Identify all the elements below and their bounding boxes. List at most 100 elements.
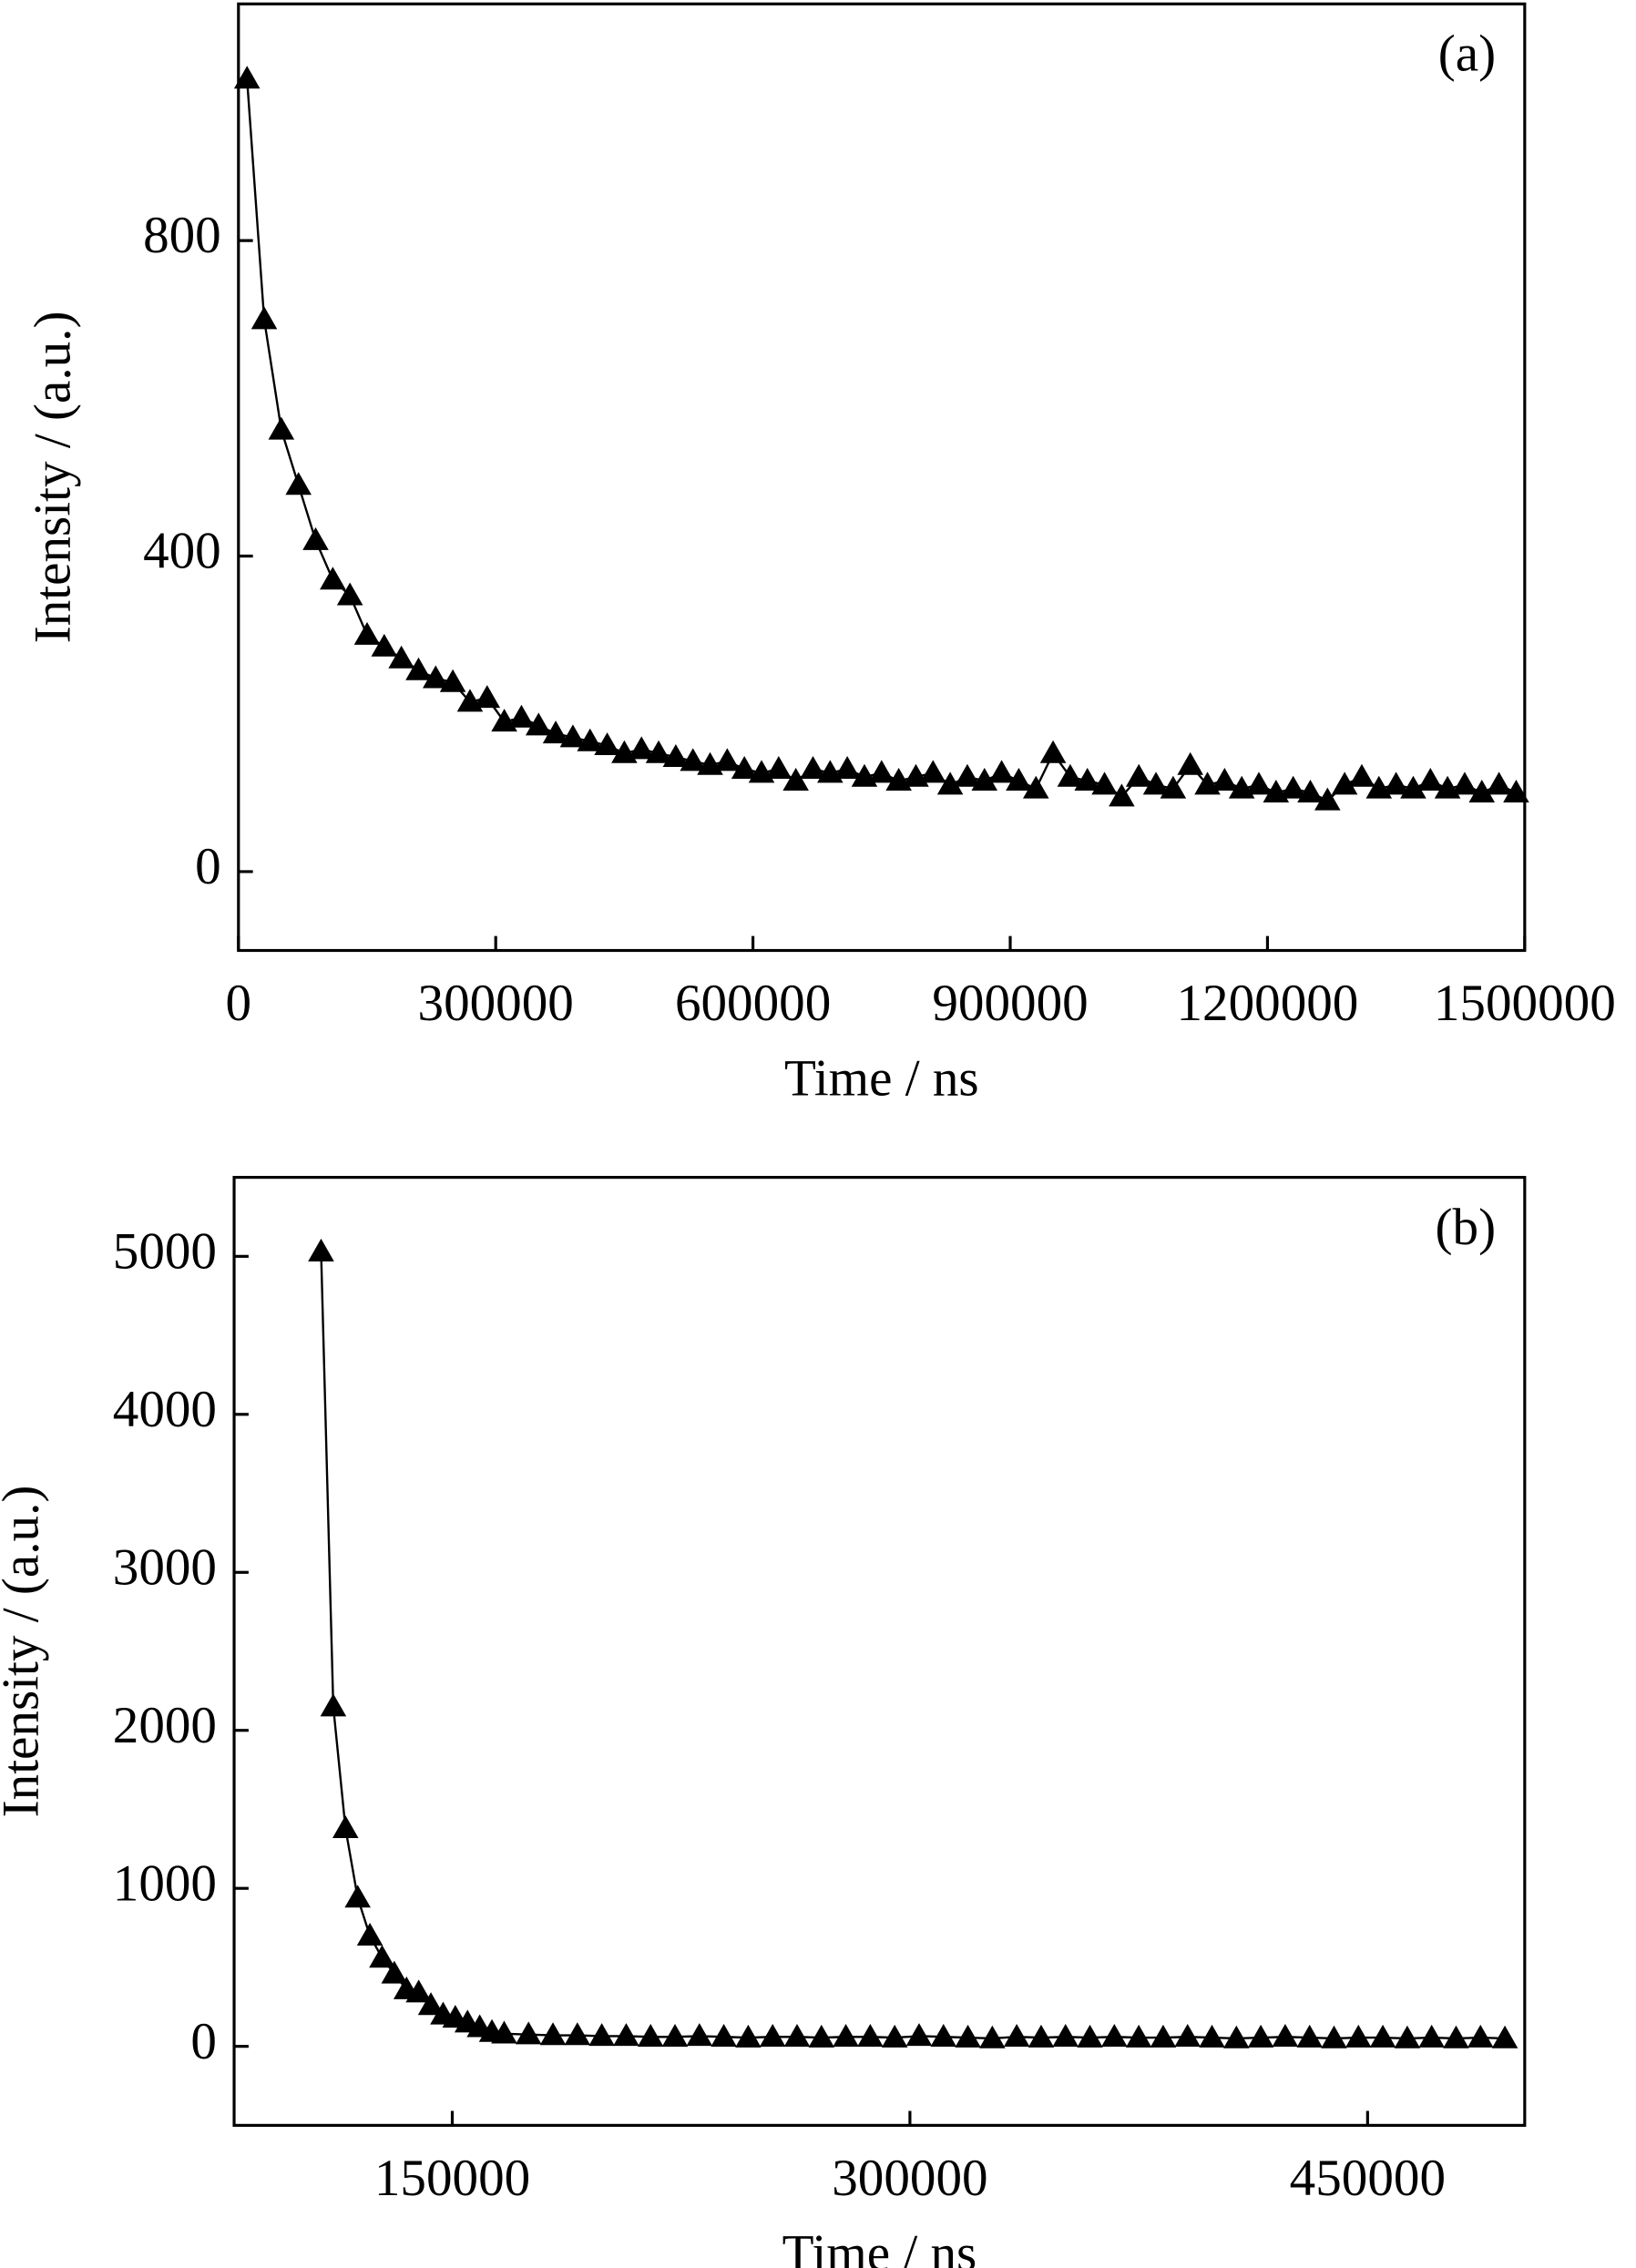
data-point [1212, 768, 1238, 792]
data-point [765, 756, 792, 780]
data-point [1348, 763, 1375, 787]
data-point [1272, 2023, 1299, 2047]
data-point [1039, 740, 1067, 763]
y-tick-label: 5000 [113, 1222, 217, 1280]
data-point [405, 1979, 432, 2003]
data-point [1467, 2024, 1494, 2048]
series-line [320, 1251, 1506, 2040]
plot-frame [232, 1176, 1527, 2127]
data-point [1503, 780, 1529, 803]
data-point [920, 760, 946, 783]
data-point [308, 1238, 334, 1262]
x-axis-label: Time / ns [784, 1050, 979, 1108]
data-point [782, 768, 809, 792]
y-tick-label: 0 [190, 2013, 217, 2070]
y-tick-label: 0 [195, 838, 221, 895]
panel-label: (a) [1438, 26, 1496, 83]
data-point [637, 2023, 664, 2047]
data-point [613, 2023, 639, 2047]
data-point [417, 1992, 445, 2016]
data-point [1245, 771, 1273, 795]
y-axis-label: Intensity / (a.u.) [0, 1486, 50, 1818]
data-point [474, 685, 501, 709]
panel-label: (b) [1436, 1199, 1497, 1256]
data-point [930, 2023, 957, 2047]
data-point [680, 748, 706, 771]
data-point [1052, 2023, 1079, 2047]
data-point [936, 771, 964, 795]
data-point [381, 1960, 408, 1984]
data-point [1321, 2025, 1347, 2048]
data-point [423, 665, 449, 689]
data-point [1057, 763, 1084, 787]
data-point [759, 2023, 786, 2047]
data-point [1223, 2025, 1250, 2048]
data-point [1443, 2025, 1469, 2048]
data-point [285, 472, 312, 495]
data-point [594, 732, 620, 756]
data-point [508, 704, 535, 728]
x-tick-label: 1500000 [1434, 975, 1616, 1032]
data-point [1074, 768, 1101, 792]
data-point [1247, 2024, 1274, 2048]
data-point [491, 2020, 517, 2044]
data-point [686, 2023, 713, 2047]
data-point [1028, 2024, 1055, 2048]
data-point [1022, 775, 1049, 799]
x-tick-label: 300000 [832, 2150, 987, 2207]
data-point [731, 756, 758, 780]
data-point [1400, 775, 1426, 799]
x-tick-label: 900000 [932, 975, 1088, 1032]
data-point [735, 2024, 762, 2048]
data-point [1109, 783, 1135, 807]
y-axis-label: Intensity / (a.u.) [25, 312, 82, 644]
data-point [320, 567, 346, 590]
y-tick-label: 1000 [113, 1854, 217, 1912]
data-point [808, 2024, 835, 2048]
data-point [1006, 768, 1032, 792]
data-point [881, 2024, 908, 2048]
data-point [1280, 775, 1306, 799]
x-axis-label: Time / ns [782, 2224, 977, 2268]
data-point [1177, 751, 1203, 775]
data-point [868, 760, 895, 783]
data-point [1383, 771, 1409, 795]
plot-frame [237, 2, 1527, 953]
data-point [564, 2022, 591, 2046]
data-point [833, 756, 861, 780]
data-point [1003, 2023, 1030, 2047]
data-point [645, 740, 672, 763]
data-point [1297, 780, 1324, 803]
data-point [588, 2023, 615, 2047]
data-point [302, 526, 329, 550]
x-tick-label: 300000 [418, 975, 574, 1032]
data-point [577, 728, 604, 751]
data-point [954, 763, 981, 787]
data-point [320, 1693, 347, 1717]
data-point [525, 712, 552, 736]
y-tick-label: 4000 [113, 1381, 217, 1438]
x-tick-label: 0 [226, 975, 252, 1032]
y-tick-label: 3000 [113, 1538, 217, 1596]
data-point [1314, 787, 1341, 811]
series-line [246, 78, 1517, 802]
data-point [661, 2023, 689, 2047]
data-point [955, 2024, 981, 2048]
data-point [539, 2022, 567, 2046]
x-tick-label: 1200000 [1176, 975, 1358, 1032]
data-point [1101, 2023, 1128, 2047]
data-point [714, 748, 741, 771]
y-tick-label: 800 [143, 207, 221, 264]
data-point [369, 1945, 395, 1968]
data-point [628, 736, 655, 760]
data-point [1199, 2024, 1225, 2048]
data-point [1091, 771, 1118, 795]
data-point [971, 768, 998, 792]
x-tick-label: 600000 [675, 975, 831, 1032]
data-point [439, 669, 466, 692]
data-point [515, 2021, 542, 2045]
data-point [233, 66, 261, 89]
x-tick-label: 450000 [1290, 2150, 1446, 2207]
data-point [1150, 2024, 1177, 2048]
